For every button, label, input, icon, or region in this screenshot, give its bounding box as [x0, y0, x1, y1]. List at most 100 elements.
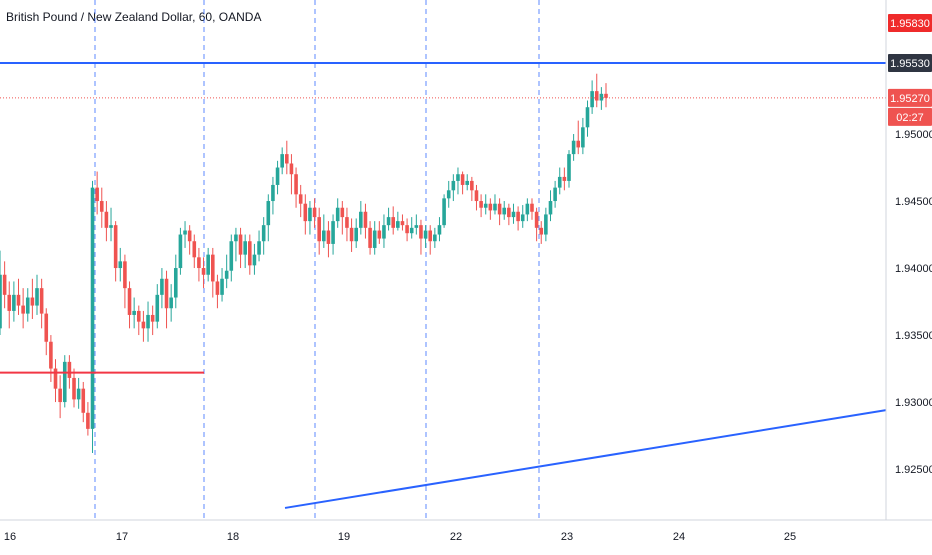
- price-axis[interactable]: 1.95000 1.94500 1.94000 1.93500 1.93000 1.925…: [895, 129, 932, 476]
- candle-body: [12, 294, 16, 311]
- candle-body: [382, 225, 386, 239]
- candle: [576, 120, 581, 155]
- candle: [127, 281, 132, 329]
- candle: [437, 217, 442, 242]
- candle-body: [345, 217, 349, 228]
- candle-body: [62, 361, 67, 403]
- price-badges: 1.95830 1.95530 1.95270 02:27: [888, 14, 932, 126]
- candle-body: [303, 203, 308, 222]
- candle: [183, 221, 187, 248]
- candle: [285, 140, 289, 175]
- candle-body: [238, 234, 243, 255]
- time-axis[interactable]: 16 17 18 19 22 23 24 25: [4, 531, 796, 543]
- candle: [525, 198, 530, 222]
- chart-title: British Pound / New Zealand Dollar, 60, …: [6, 10, 261, 24]
- candle-body: [30, 297, 35, 306]
- candle: [90, 180, 95, 453]
- candle: [16, 278, 21, 315]
- candle-body: [502, 207, 507, 215]
- candle: [238, 227, 243, 269]
- candle-body: [252, 254, 257, 266]
- candle-body: [511, 211, 516, 218]
- candle-body: [271, 184, 275, 202]
- y-tick-label: 1.93500: [895, 330, 932, 342]
- candle: [7, 281, 12, 329]
- candle: [99, 187, 104, 228]
- candle-body: [557, 176, 562, 188]
- candle: [548, 190, 553, 222]
- candle-body: [590, 91, 594, 108]
- candle: [585, 100, 590, 137]
- candle: [187, 225, 192, 255]
- candle: [349, 218, 354, 252]
- candle: [530, 198, 534, 220]
- candle-body: [359, 211, 363, 228]
- candle: [308, 201, 312, 235]
- candle: [396, 211, 400, 231]
- candle-body: [298, 194, 303, 204]
- candle-body: [326, 230, 331, 244]
- candle: [113, 221, 118, 282]
- candle-body: [224, 270, 229, 279]
- candle: [331, 214, 335, 255]
- candle-body: [483, 203, 488, 208]
- candle: [567, 150, 571, 188]
- candle: [95, 171, 99, 215]
- candle-body: [414, 225, 419, 228]
- candle-body: [525, 203, 530, 215]
- candle-body: [479, 201, 483, 208]
- candle-body: [127, 288, 132, 315]
- candle: [86, 402, 90, 436]
- candle: [298, 184, 303, 218]
- candle: [553, 180, 557, 208]
- drawing-layer[interactable]: [0, 61, 887, 509]
- x-tick-label: 19: [338, 531, 350, 543]
- candle: [257, 230, 261, 262]
- candle-body: [35, 288, 39, 306]
- candle: [604, 83, 608, 108]
- candle-body: [419, 225, 423, 239]
- candle-body: [58, 388, 62, 403]
- candle-body: [275, 167, 280, 185]
- candle-body: [354, 227, 358, 242]
- candle: [451, 174, 456, 202]
- candle-body: [123, 261, 127, 289]
- candle-body: [192, 241, 197, 258]
- candle-body: [118, 261, 123, 269]
- trend-line[interactable]: [284, 409, 887, 509]
- candle: [303, 194, 308, 235]
- candle-body: [234, 234, 238, 242]
- candle-body: [210, 254, 215, 282]
- candle-body: [44, 313, 49, 342]
- candle-body: [331, 221, 335, 244]
- candle: [2, 261, 7, 309]
- candle: [197, 247, 201, 282]
- candle-body: [39, 288, 44, 314]
- candle: [192, 234, 197, 269]
- candle-body: [604, 93, 608, 98]
- candle-body: [520, 214, 525, 222]
- candle: [354, 218, 358, 248]
- candle-body: [446, 190, 451, 199]
- candle-body: [248, 241, 252, 266]
- candle: [456, 167, 460, 195]
- candle-body: [81, 388, 86, 413]
- candle-body: [576, 140, 581, 148]
- candle-body: [294, 174, 298, 195]
- candle: [39, 278, 44, 329]
- resistance-badge: 1.95530: [888, 53, 932, 72]
- candle-body: [160, 278, 164, 295]
- candle-body: [585, 107, 590, 128]
- candle: [173, 254, 178, 309]
- candle: [58, 375, 62, 419]
- candle-body: [493, 203, 497, 211]
- candle-body: [391, 217, 396, 228]
- countdown-badge: 02:27: [888, 107, 932, 126]
- candle-body: [594, 91, 599, 101]
- candle-body: [141, 321, 146, 329]
- candle: [271, 176, 275, 215]
- candle-body: [178, 234, 183, 269]
- candle: [465, 174, 470, 191]
